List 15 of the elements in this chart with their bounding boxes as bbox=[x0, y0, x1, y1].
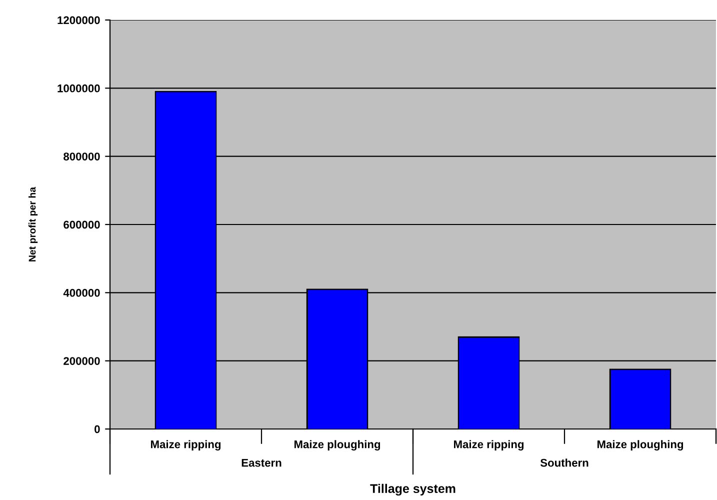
y-tick-label: 0 bbox=[94, 425, 100, 434]
x-axis-title: Tillage system bbox=[370, 484, 456, 496]
y-tick-label: 1000000 bbox=[58, 84, 100, 92]
y-tick-label: 800000 bbox=[64, 152, 100, 160]
y-tick-label: 600000 bbox=[64, 220, 100, 229]
x-tick-label: Maize ploughing bbox=[597, 440, 684, 451]
x-tick-label: Maize ripping bbox=[151, 440, 221, 451]
y-tick-label: 1200000 bbox=[58, 16, 100, 24]
x-tick-label: Maize ploughing bbox=[294, 440, 380, 451]
text: Southern bbox=[540, 458, 588, 467]
y-tick-label: 400000 bbox=[63, 288, 100, 297]
y-tick-label: 200000 bbox=[64, 357, 100, 365]
text: Eastern bbox=[242, 458, 282, 467]
x-tick-label: Maize ripping bbox=[454, 440, 524, 451]
y-axis-title: Net profit per ha bbox=[28, 186, 38, 262]
